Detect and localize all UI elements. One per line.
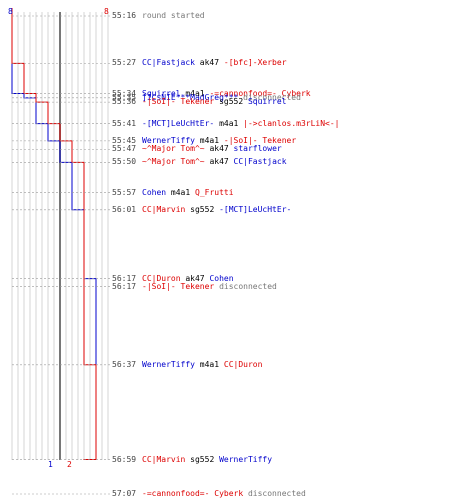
event-text: CC|Fastjack ak47 -[bfc]-Xerber [142, 58, 287, 68]
event-detail: m4a1 [180, 88, 210, 98]
blue-player-name: Squirrel [247, 97, 287, 107]
red-player-name: -|SoI|- Tekener [142, 281, 215, 291]
event-time: 55:41 [112, 118, 137, 128]
event-text: -=cannonfood=- Cyberk disconnected [142, 489, 306, 499]
red-player-name: CC|Duron [142, 273, 181, 283]
event-detail: round started [142, 11, 205, 20]
event-text: -[MCT]LeUcHtEr- m4a1 |->clanlos.m3rLiN<-… [142, 119, 339, 129]
event-detail: sg552 [214, 97, 248, 107]
event-time: 55:27 [112, 58, 137, 68]
blue-player-name: Cohen [142, 187, 167, 197]
red-player-name: Q_Frutti [195, 187, 234, 197]
event-time: 55:50 [112, 157, 137, 167]
blue-player-name: -[MCT]LeUcHtEr- [142, 118, 215, 128]
event-text: CC|Marvin sg552 -[MCT]LeUcHtEr- [142, 205, 291, 215]
event-text: ~^Major Tom^~ ak47 CC|Fastjack [142, 157, 287, 167]
red-player-name: CC|Duron [223, 359, 263, 369]
red-start-count-label: 8 [104, 7, 109, 16]
event-detail: m4a1 [214, 118, 244, 128]
event-time: 56:01 [112, 204, 137, 214]
red-player-name: -|SoI|- Tekener [223, 135, 297, 145]
red-team-count-line [11, 8, 97, 461]
event-text: CC|Duron ak47 Cohen [142, 274, 234, 284]
event-text: Squirrel m4a1 -=cannonfood=- Cyberk [142, 89, 311, 99]
event-text: WernerTiffy m4a1 CC|Duron [142, 360, 262, 370]
blue-player-name: WernerTiffy [142, 359, 195, 369]
blue-player-name: WernerTiffy [219, 454, 273, 464]
event-text: WernerTiffy m4a1 -|SoI|- Tekener [142, 136, 296, 146]
event-time: 56:17 [112, 273, 137, 283]
red-player-name: ~^Major Tom^~ [142, 144, 205, 154]
event-text: round started [142, 11, 205, 21]
event-time: 55:57 [112, 187, 137, 197]
event-tick-marks [12, 15, 110, 495]
red-player-name: CC|Marvin [142, 204, 186, 214]
event-text: ~^Major Tom^~ ak47 starflower [142, 144, 282, 154]
event-time: 55:47 [112, 144, 137, 154]
blue-start-count-label: 8 [8, 7, 13, 16]
blue-player-name: Cohen [209, 273, 234, 283]
red-player-name: ~^Major Tom^~ [142, 157, 205, 167]
event-detail: sg552 [185, 454, 220, 464]
red-end-count-label: 2 [67, 460, 72, 469]
event-time: 55:34 [112, 88, 137, 98]
event-detail: disconnected [243, 489, 306, 498]
event-detail: disconnected [238, 92, 301, 102]
event-detail: m4a1 [194, 135, 224, 145]
event-detail: ak47 [194, 58, 224, 68]
event-detail: ak47 [204, 144, 234, 154]
event-time: 56:37 [112, 359, 137, 369]
event-detail: ak47 [204, 157, 234, 167]
event-detail: sg552 [185, 204, 220, 214]
blue-player-name: ]ICsNIE***MadGreg*** [142, 92, 239, 102]
event-time: 57:07 [112, 489, 137, 498]
event-time: 55:45 [112, 135, 137, 145]
red-player-name: CC|Marvin [142, 454, 186, 464]
event-text: -|SoI|- Tekener sg552 Squirrel [142, 97, 287, 107]
blue-player-name: CC|Fastjack [233, 157, 287, 167]
red-player-name: |->clanlos.m3rLiN<-| [243, 118, 340, 128]
event-time: 55:35 [112, 92, 137, 102]
blue-end-count-label: 1 [48, 460, 53, 469]
event-time: 55:16 [112, 11, 137, 20]
event-time: 55:36 [112, 97, 137, 107]
event-detail: m4a1 [166, 187, 195, 197]
blue-player-name: -[MCT]LeUcHtEr- [219, 204, 292, 214]
event-detail: m4a1 [194, 359, 224, 369]
blue-player-name: Squirrel [142, 88, 181, 98]
event-text: -|SoI|- Tekener disconnected [142, 282, 277, 292]
red-player-name: -=cannonfood=- Cyberk [142, 489, 244, 498]
event-text: CC|Marvin sg552 WernerTiffy [142, 455, 272, 465]
event-text: Cohen m4a1 Q_Frutti [142, 188, 234, 198]
blue-player-name: WernerTiffy [142, 135, 195, 145]
blue-player-name: starflower [233, 144, 282, 154]
red-player-name: -|SoI|- Tekener [142, 97, 215, 107]
blue-player-name: CC|Fastjack [142, 58, 195, 68]
event-detail: ak47 [180, 273, 210, 283]
red-player-name: -[bfc]-Xerber [223, 58, 287, 68]
event-time: 56:17 [112, 281, 137, 291]
event-detail: disconnected [214, 281, 277, 291]
event-text: ]ICsNIE***MadGreg*** disconnected [142, 93, 301, 103]
event-time: 56:59 [112, 454, 137, 464]
red-player-name: -=cannonfood=- Cyberk [209, 88, 311, 98]
